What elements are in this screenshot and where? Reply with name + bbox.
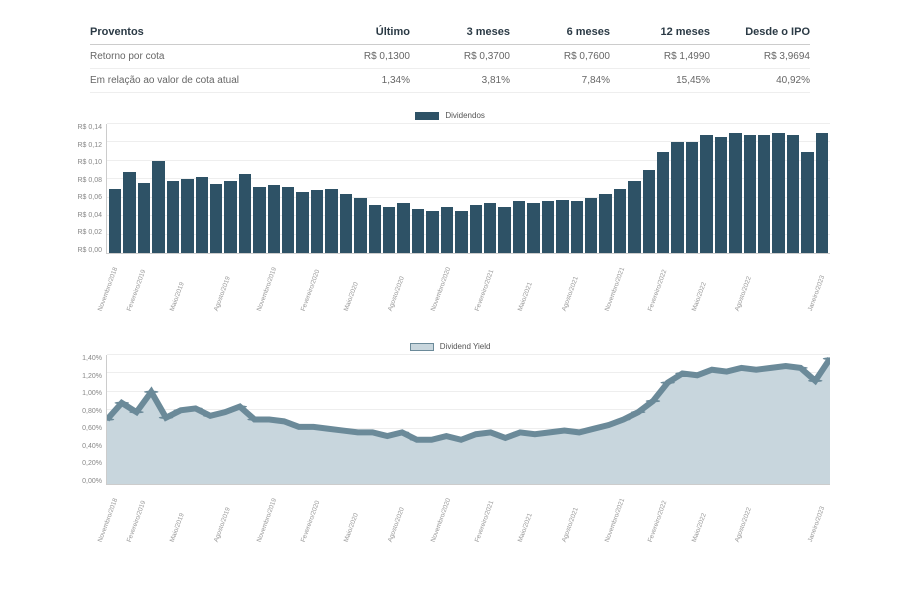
legend-swatch — [410, 343, 434, 351]
y-axis: 1,40%1,20%1,00%0,80%0,60%0,40%0,20%0,00% — [70, 355, 106, 485]
bar — [239, 174, 251, 253]
col-header: Último — [310, 26, 410, 38]
bar — [585, 198, 597, 253]
chart-legend: Dividend Yield — [70, 342, 830, 351]
legend-swatch — [415, 112, 439, 120]
table-row: Retorno por cota R$ 0,1300 R$ 0,3700 R$ … — [90, 45, 810, 69]
bar — [700, 135, 712, 253]
row-label: Em relação ao valor de cota atual — [90, 75, 310, 86]
bar — [614, 189, 626, 254]
col-header: 3 meses — [410, 26, 510, 38]
chart-legend: Dividendos — [70, 111, 830, 120]
bar — [484, 203, 496, 253]
cell: R$ 1,4990 — [610, 51, 710, 62]
bar — [369, 205, 381, 253]
bar — [340, 194, 352, 253]
bar — [816, 133, 828, 253]
dividend-yield-chart: Dividend Yield 1,40%1,20%1,00%0,80%0,60%… — [70, 342, 830, 545]
cell: 40,92% — [710, 75, 810, 86]
x-axis: Novembro/2018Fevereiro/2019Maio/2019Agos… — [70, 489, 830, 545]
bar — [513, 201, 525, 253]
y-axis: R$ 0,14R$ 0,12R$ 0,10R$ 0,08R$ 0,06R$ 0,… — [70, 124, 106, 254]
bar — [152, 161, 164, 253]
bar — [426, 211, 438, 253]
bar — [470, 205, 482, 253]
bar — [542, 201, 554, 253]
plot-area — [106, 355, 830, 485]
col-header: Desde o IPO — [710, 26, 810, 38]
legend-label: Dividendos — [445, 111, 485, 120]
bar — [268, 185, 280, 253]
bar — [686, 142, 698, 253]
bar — [758, 135, 770, 253]
bar — [412, 209, 424, 253]
col-header: 6 meses — [510, 26, 610, 38]
bar — [354, 198, 366, 253]
cell: R$ 0,3700 — [410, 51, 510, 62]
bar — [123, 172, 135, 253]
proventos-table: Proventos Último 3 meses 6 meses 12 mese… — [90, 20, 810, 93]
bar — [296, 192, 308, 253]
cell: R$ 0,1300 — [310, 51, 410, 62]
x-axis: Novembro/2018Fevereiro/2019Maio/2019Agos… — [70, 258, 830, 314]
cell: R$ 0,7600 — [510, 51, 610, 62]
bar — [715, 137, 727, 253]
row-label: Retorno por cota — [90, 51, 310, 62]
bar — [224, 181, 236, 253]
bar — [657, 152, 669, 253]
cell: 1,34% — [310, 75, 410, 86]
bar — [729, 133, 741, 253]
bar — [325, 189, 337, 254]
cell: 15,45% — [610, 75, 710, 86]
bar — [455, 211, 467, 253]
bar — [671, 142, 683, 253]
bar — [527, 203, 539, 253]
col-header: Proventos — [90, 26, 310, 38]
bar — [801, 152, 813, 253]
area-svg — [107, 355, 830, 484]
bar — [787, 135, 799, 253]
dividendos-chart: Dividendos R$ 0,14R$ 0,12R$ 0,10R$ 0,08R… — [70, 111, 830, 314]
bar — [441, 207, 453, 253]
bar — [498, 207, 510, 253]
bar — [397, 203, 409, 253]
bar — [196, 177, 208, 253]
bar — [282, 187, 294, 253]
col-header: 12 meses — [610, 26, 710, 38]
legend-label: Dividend Yield — [440, 342, 491, 351]
bars-container — [107, 124, 830, 253]
plot-area — [106, 124, 830, 254]
bar — [556, 200, 568, 253]
bar — [643, 170, 655, 253]
cell: 7,84% — [510, 75, 610, 86]
bar — [772, 133, 784, 253]
cell: R$ 3,9694 — [710, 51, 810, 62]
bar — [628, 181, 640, 253]
bar — [109, 189, 121, 254]
bar — [167, 181, 179, 253]
table-row: Em relação ao valor de cota atual 1,34% … — [90, 69, 810, 93]
table-header-row: Proventos Último 3 meses 6 meses 12 mese… — [90, 20, 810, 45]
bar — [311, 190, 323, 253]
bar — [253, 187, 265, 253]
bar — [383, 207, 395, 253]
bar — [599, 194, 611, 253]
bar — [744, 135, 756, 253]
bar — [138, 183, 150, 253]
bar — [571, 201, 583, 253]
cell: 3,81% — [410, 75, 510, 86]
bar — [181, 179, 193, 253]
bar — [210, 184, 222, 253]
